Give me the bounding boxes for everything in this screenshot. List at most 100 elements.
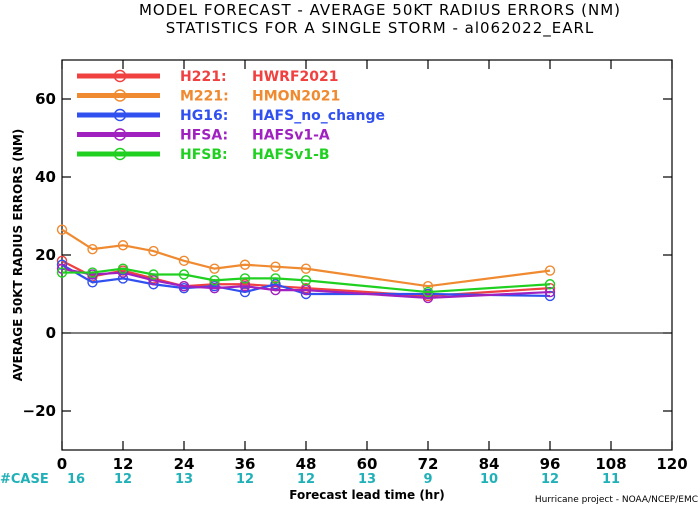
x-axis-ticks: 0 12 24 36 48 60 72 84 96 108 120 — [57, 60, 688, 473]
data-point — [422, 292, 434, 304]
legend-name: HAFSv1-B — [252, 147, 330, 163]
x-tick-label: 24 — [174, 455, 195, 473]
legend-code: HFSB: — [180, 147, 228, 163]
data-point — [209, 263, 220, 274]
data-point — [117, 273, 129, 284]
case-count: 13 — [175, 472, 193, 487]
data-point — [117, 263, 129, 274]
legend-code: HG16: — [180, 108, 228, 124]
data-point — [56, 267, 68, 278]
x-tick-label: 36 — [235, 455, 256, 473]
legend-code: HFSA: — [180, 128, 228, 144]
chart-subtitle: STATISTICS FOR A SINGLE STORM - al062022… — [166, 19, 595, 38]
x-tick-label: 108 — [595, 455, 626, 473]
x-tick-label: 84 — [479, 455, 500, 473]
data-point — [422, 281, 434, 292]
legend-entry: HG16: HAFS_no_change — [77, 108, 385, 124]
y-tick-label: 0 — [46, 324, 56, 342]
y-tick-label: 40 — [35, 168, 56, 186]
y-tick-label: 60 — [35, 90, 56, 108]
y-tick-label: 20 — [35, 246, 56, 264]
data-point — [270, 279, 281, 290]
data-point — [87, 267, 98, 278]
data-point — [178, 255, 190, 267]
series-line — [61, 267, 551, 300]
y-axis-label: AVERAGE 50KT RADIUS ERRORS (NM) — [11, 129, 25, 381]
data-point — [117, 240, 129, 251]
case-count: 11 — [602, 472, 620, 487]
legend-entry: HFSB: HAFSv1-B — [77, 147, 330, 163]
data-point — [300, 263, 312, 274]
legend-name: HWRF2021 — [252, 69, 338, 85]
data-point — [544, 265, 556, 276]
data-point — [300, 275, 312, 286]
data-point — [209, 282, 220, 294]
data-point — [148, 245, 159, 257]
data-point — [270, 284, 281, 296]
legend-entry: HFSA: HAFSv1-A — [77, 128, 330, 144]
data-point — [270, 273, 281, 284]
x-tick-label: 72 — [418, 455, 439, 473]
y-tick-label: −20 — [23, 402, 56, 420]
x-tick-label: 12 — [113, 455, 134, 473]
case-count-row: #CASE 16 12 13 12 12 13 9 10 12 11 — [0, 472, 620, 487]
legend-name: HMON2021 — [252, 89, 340, 105]
data-point — [270, 261, 281, 272]
legend-swatch-marker — [113, 108, 127, 122]
data-point — [209, 275, 220, 286]
case-count: 12 — [541, 472, 559, 487]
x-tick-label: 0 — [57, 455, 67, 473]
data-point — [239, 286, 251, 298]
data-point — [178, 269, 190, 280]
series-layer — [56, 224, 556, 304]
y-axis-ticks: −20 0 20 40 60 — [23, 90, 672, 420]
series-line — [61, 263, 551, 298]
legend-code: H221: — [180, 69, 227, 85]
case-count: 12 — [114, 472, 132, 487]
data-point — [148, 275, 159, 286]
data-point — [544, 279, 556, 290]
legend-name: HAFS_no_change — [252, 108, 385, 124]
data-point — [300, 284, 312, 296]
x-tick-label: 120 — [656, 455, 687, 473]
data-point — [56, 224, 68, 235]
x-tick-label: 96 — [540, 455, 561, 473]
data-point — [239, 259, 251, 270]
data-point — [422, 286, 434, 298]
case-count: 9 — [423, 472, 432, 487]
case-count: 13 — [358, 472, 376, 487]
x-tick-label: 48 — [296, 455, 317, 473]
legend-entry: M221: HMON2021 — [77, 89, 340, 105]
data-point — [544, 286, 556, 298]
data-point — [239, 273, 251, 284]
case-count: 16 — [67, 472, 85, 487]
data-point — [87, 277, 98, 288]
data-point — [148, 269, 159, 280]
legend-swatch-marker — [113, 69, 127, 83]
chart-title: MODEL FORECAST - AVERAGE 50KT RADIUS ERR… — [139, 1, 621, 19]
legend-entry: H221: HWRF2021 — [77, 69, 338, 85]
legend-swatch-marker — [113, 147, 127, 161]
series-line — [61, 228, 551, 288]
legend-swatch-marker — [113, 89, 127, 102]
x-axis-label: Forecast lead time (hr) — [289, 488, 445, 502]
data-point — [544, 290, 556, 302]
legend-code: M221: — [180, 89, 229, 105]
x-tick-label: 60 — [357, 455, 378, 473]
series-hafsv1-a — [56, 263, 556, 304]
credit-text: Hurricane project - NOAA/NCEP/EMC — [535, 495, 698, 505]
legend: H221: HWRF2021 M221: HMON2021 HG16: HAFS_no_c… — [77, 69, 385, 163]
legend-swatch-marker — [113, 128, 127, 141]
legend-name: HAFSv1-A — [252, 128, 330, 144]
data-point — [87, 243, 98, 255]
case-label: #CASE — [0, 472, 49, 487]
case-count: 10 — [480, 472, 498, 487]
data-point — [239, 281, 251, 292]
series-hafsv1-b — [56, 263, 556, 298]
series-line — [62, 267, 551, 294]
case-count: 12 — [297, 472, 315, 487]
case-count: 12 — [236, 472, 254, 487]
data-point — [178, 281, 190, 292]
series-hmon2021 — [56, 224, 556, 292]
